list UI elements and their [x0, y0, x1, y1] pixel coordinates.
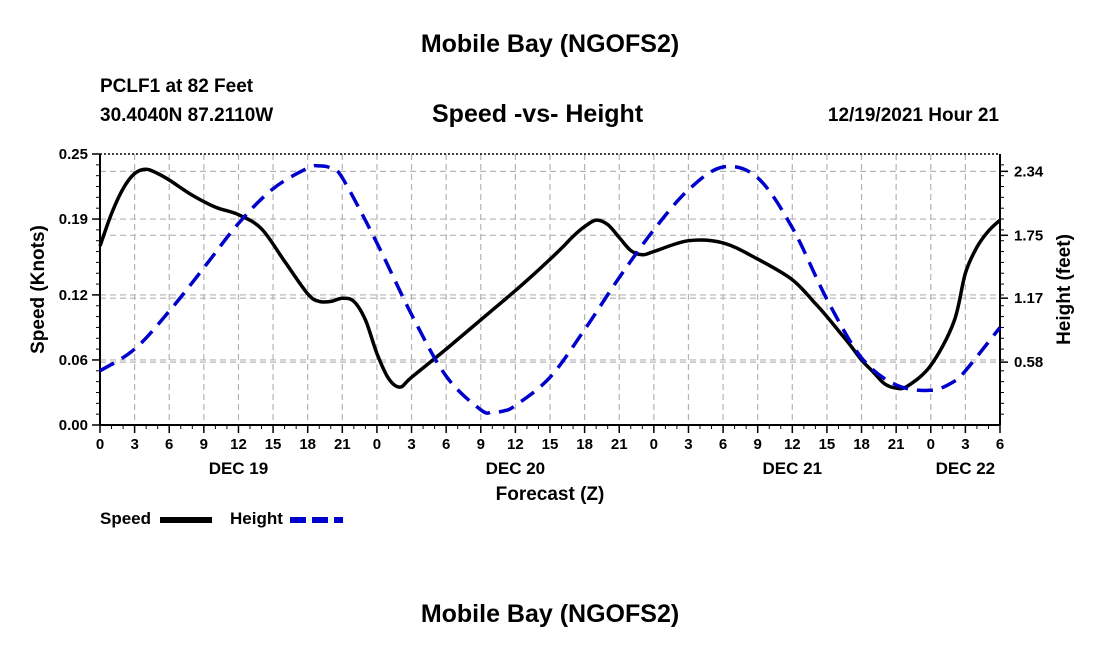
y-axis-title: Speed (Knots) [28, 225, 49, 354]
y-tick-label: 0.06 [59, 352, 88, 369]
x-tick-label: 15 [265, 436, 282, 453]
day-label: DEC 22 [936, 459, 996, 478]
speed-height-chart: 0 3 6 9 12 15 18 21 0 3 6 9 12 15 18 21 0 3 6 9 12 15 18 21 0 3 6D… [28, 146, 1075, 523]
x-tick-label: 15 [542, 436, 559, 453]
day-label: DEC 21 [763, 459, 823, 478]
legend-speed-label: Speed [100, 509, 152, 528]
x-tick-label: 3 [961, 436, 969, 453]
chart-title: Mobile Bay (NGOFS2) [420, 30, 680, 58]
y-tick-label: 0.00 [59, 417, 88, 434]
y2-tick-label: 2.34 [1014, 163, 1044, 180]
x-axis-title: Forecast (Z) [496, 484, 605, 505]
y-tick-label: 0.12 [59, 287, 88, 304]
day-label: DEC 19 [209, 459, 269, 478]
footer-title: Mobile Bay (NGOFS2) [420, 600, 680, 628]
x-tick-label: 9 [200, 436, 208, 453]
x-tick-label: 12 [784, 436, 801, 453]
legend-height-label: Height [230, 509, 283, 528]
x-tick-label: 21 [611, 436, 628, 453]
x-tick-label: 6 [996, 436, 1004, 453]
x-tick-label: 12 [507, 436, 524, 453]
x-tick-label: 15 [819, 436, 836, 453]
x-tick-label: 6 [442, 436, 450, 453]
x-tick-label: 21 [888, 436, 905, 453]
y2-tick-label: 0.58 [1014, 354, 1043, 371]
x-tick-label: 3 [407, 436, 415, 453]
series-line-height [99, 163, 1002, 415]
x-tick-label: 9 [477, 436, 485, 453]
chart-subtitle: Speed -vs- Height [432, 100, 644, 128]
x-tick-label: 0 [96, 436, 104, 453]
x-tick-label: 12 [230, 436, 247, 453]
x-tick-label: 18 [853, 436, 870, 453]
y2-tick-label: 1.75 [1014, 227, 1043, 244]
x-tick-label: 6 [165, 436, 173, 453]
x-tick-label: 3 [130, 436, 138, 453]
y-tick-label: 0.19 [59, 211, 88, 228]
x-tick-label: 18 [576, 436, 593, 453]
y2-tick-label: 1.17 [1014, 290, 1043, 307]
x-tick-label: 9 [754, 436, 762, 453]
y-tick-label: 0.25 [59, 146, 88, 163]
forecast-run-time: 12/19/2021 Hour 21 [827, 105, 999, 126]
x-tick-label: 3 [684, 436, 692, 453]
x-tick-label: 6 [719, 436, 727, 453]
day-label: DEC 20 [486, 459, 546, 478]
x-tick-label: 21 [334, 436, 351, 453]
station-label: PCLF1 at 82 Feet [100, 76, 254, 97]
x-tick-label: 18 [299, 436, 316, 453]
x-tick-label: 0 [650, 436, 658, 453]
x-tick-label: 0 [927, 436, 935, 453]
y2-axis-title: Height (feet) [1054, 234, 1075, 345]
x-tick-label: 0 [373, 436, 381, 453]
coordinates-label: 30.4040N 87.2110W [100, 105, 274, 126]
